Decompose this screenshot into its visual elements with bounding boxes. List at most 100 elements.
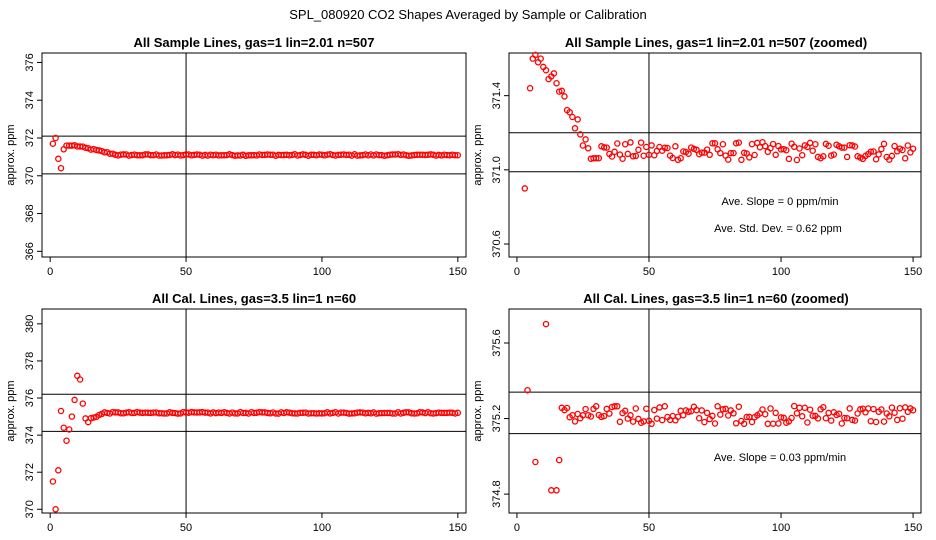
data-point [637, 139, 645, 146]
data-point [643, 405, 650, 412]
data-point [627, 139, 634, 146]
y-tick-label: 372 [24, 463, 36, 481]
data-point [888, 152, 896, 160]
std-dev-annotation: Ave. Std. Dev. = 0.62 ppm [714, 223, 842, 235]
x-tick-label: 50 [180, 266, 192, 278]
data-point [643, 143, 650, 151]
data-point [846, 405, 853, 412]
data-point [582, 136, 589, 143]
data-point [809, 147, 816, 154]
data-point [587, 413, 595, 420]
data-point [798, 413, 806, 420]
data-point [838, 420, 846, 427]
data-point [801, 404, 809, 412]
x-tick-label: 0 [47, 522, 53, 534]
data-point [769, 420, 777, 427]
data-point [804, 419, 811, 426]
plot-area: 0 50 100 150 370.6 371.0 371.4 [491, 51, 922, 278]
x-tick-label: 50 [643, 522, 655, 534]
data-point [759, 406, 766, 413]
data-point [761, 142, 769, 150]
data-point [769, 140, 777, 148]
data-point [90, 414, 97, 421]
y-axis-label: approx. ppm [472, 380, 484, 441]
data-point [732, 140, 740, 147]
data-point [63, 437, 70, 444]
data-point [592, 403, 600, 410]
data-point [891, 409, 898, 416]
data-point [880, 140, 888, 148]
data-point [611, 403, 618, 410]
data-point [454, 151, 462, 159]
data-point [648, 142, 655, 149]
data-point [521, 185, 529, 192]
data-point [82, 144, 89, 151]
data-point [553, 487, 560, 494]
data-point [592, 154, 600, 162]
panel-title: All Sample Lines, gas=1 lin=2.01 n=507 [134, 35, 375, 50]
y-tick-label: 378 [24, 352, 36, 370]
data-point [542, 66, 550, 74]
data-point [606, 410, 613, 417]
data-point [764, 420, 772, 428]
y-tick-label: 372 [24, 129, 36, 147]
figure-title: SPL_080920 CO2 Shapes Averaged by Sample… [289, 7, 647, 22]
data-point [780, 414, 787, 422]
data-point [806, 139, 814, 147]
data-point [717, 149, 724, 157]
panel-sample-zoomed: All Sample Lines, gas=1 lin=2.01 n=507 (… [472, 35, 922, 278]
data-point [724, 156, 732, 163]
data-point [743, 413, 750, 421]
x-tick-label: 0 [47, 266, 53, 278]
data-point [695, 414, 703, 422]
data-point [698, 149, 706, 156]
data-point [724, 412, 732, 419]
y-tick-label: 366 [24, 242, 36, 260]
data-point [566, 108, 573, 116]
data-point [825, 409, 832, 417]
data-point [616, 418, 624, 426]
data-point [524, 386, 531, 394]
data-point [68, 413, 76, 420]
plot-frame [41, 308, 467, 514]
y-tick-label: 368 [24, 204, 36, 222]
data-point [553, 79, 560, 87]
data-point [761, 410, 769, 418]
x-tick-label: 50 [643, 266, 655, 278]
data-point [664, 144, 671, 152]
plot-frame [508, 308, 922, 514]
data-point [904, 142, 912, 149]
data-point [748, 418, 756, 426]
data-point [901, 155, 909, 162]
data-point [614, 140, 621, 147]
x-tick-label: 0 [514, 266, 520, 278]
slope-annotation: Ave. Slope = 0.03 ppm/min [714, 452, 846, 464]
data-point [629, 418, 637, 425]
data-point [870, 148, 877, 155]
data-point [777, 414, 785, 421]
data-point [55, 467, 62, 474]
data-point [793, 156, 801, 164]
data-point [611, 148, 618, 156]
data-point [711, 140, 719, 147]
data-point [909, 145, 917, 152]
data-point [49, 478, 57, 485]
data-point [796, 145, 803, 152]
data-point [451, 410, 459, 417]
plot-area: 0 50 100 150 366 368 370 372 374 376 [24, 52, 467, 278]
data-point [875, 151, 882, 158]
data-point [76, 376, 84, 383]
x-tick-label: 100 [313, 266, 331, 278]
data-point [558, 87, 566, 95]
data-point [614, 403, 621, 410]
data-point [701, 418, 708, 426]
data-point [608, 153, 616, 160]
data-point [838, 144, 846, 151]
y-tick-label: 371.0 [491, 156, 503, 184]
data-point [677, 154, 684, 162]
data-point [830, 151, 838, 158]
data-point [867, 417, 875, 425]
data-point [746, 154, 753, 161]
data-point [550, 70, 558, 77]
data-point [785, 155, 793, 163]
